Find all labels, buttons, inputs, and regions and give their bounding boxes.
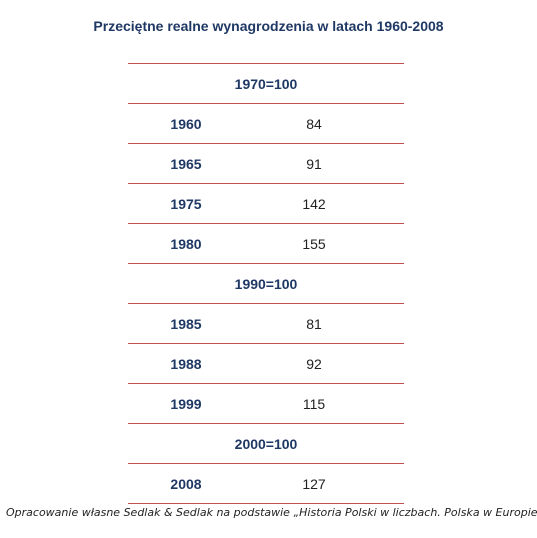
base-year-row: 2000=100 — [128, 424, 404, 464]
value-cell: 91 — [306, 155, 322, 172]
year-cell: 1980 — [170, 235, 202, 252]
value-cell: 127 — [302, 475, 326, 492]
base-year-row: 1970=100 — [128, 64, 404, 104]
source-note: Opracowanie własne Sedlak & Sedlak na po… — [6, 506, 537, 519]
base-year-row: 1990=100 — [128, 264, 404, 304]
value-cell: 142 — [302, 195, 326, 212]
year-cell: 1985 — [170, 315, 202, 332]
table-row: 1999 115 — [128, 384, 404, 424]
table-row: 1965 91 — [128, 144, 404, 184]
value-cell: 84 — [306, 115, 322, 132]
table-row: 2008 127 — [128, 464, 404, 504]
year-cell: 1988 — [170, 355, 202, 372]
table-row: 1980 155 — [128, 224, 404, 264]
value-cell: 92 — [306, 355, 322, 372]
table-row: 1985 81 — [128, 304, 404, 344]
year-cell: 1960 — [170, 115, 202, 132]
table-title: Przeciętne realne wynagrodzenia w latach… — [93, 18, 444, 34]
value-cell: 81 — [306, 315, 322, 332]
table-row: 1988 92 — [128, 344, 404, 384]
table-row: 1960 84 — [128, 104, 404, 144]
year-cell: 1999 — [170, 395, 202, 412]
value-cell: 155 — [302, 235, 326, 252]
year-cell: 2008 — [170, 475, 202, 492]
year-cell: 1965 — [170, 155, 202, 172]
table-row: 1975 142 — [128, 184, 404, 224]
value-cell: 115 — [302, 395, 326, 412]
year-cell: 1975 — [170, 195, 202, 212]
wage-table: 1970=100 1960 84 1965 91 1975 142 1980 155 1990=1… — [128, 63, 404, 504]
